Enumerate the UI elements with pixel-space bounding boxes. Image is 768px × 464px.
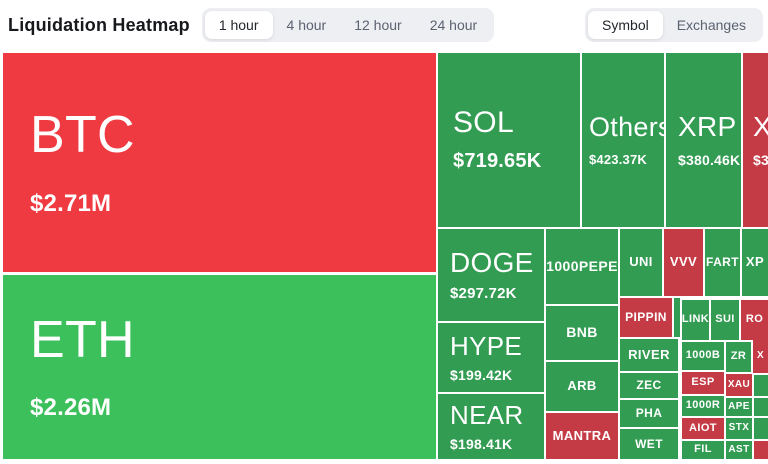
tile-river[interactable]: RIVER [620, 339, 678, 371]
tile-fragment[interactable] [754, 398, 768, 416]
tile-fragment[interactable] [754, 441, 768, 459]
tile-symbol: RIVER [628, 346, 670, 362]
tile-symbol: XAU [727, 378, 751, 390]
tile-symbol: AST [728, 443, 750, 455]
tile-symbol: RO [745, 313, 764, 326]
tile-symbol: BTC [30, 106, 135, 165]
tile-1000r[interactable]: 1000R [682, 396, 724, 416]
toggle-symbol[interactable]: Symbol [588, 11, 663, 39]
tile-symbol: HYPE [450, 330, 523, 361]
tile-value: $380.46K [678, 151, 741, 168]
tile-value: $2.71M [30, 189, 112, 217]
tile-zec[interactable]: ZEC [620, 373, 678, 398]
tile-value: $198.41K [450, 436, 513, 453]
tile-symbol: WET [635, 436, 663, 451]
tile-xp[interactable]: XP [742, 229, 768, 296]
tile-ro[interactable]: RO [741, 300, 768, 340]
toggle-exchanges[interactable]: Exchanges [663, 11, 760, 39]
tile-symbol: AIOT [689, 421, 717, 434]
tile-link[interactable]: LINK [682, 300, 709, 340]
tab-4-hour[interactable]: 4 hour [273, 11, 341, 39]
tile-vvv[interactable]: VVV [664, 229, 703, 296]
tile-symbol: FART [706, 255, 739, 270]
tile-bnb[interactable]: BNB [546, 306, 618, 360]
tile-others[interactable]: Others $423.37K [582, 53, 664, 227]
tile-xrp[interactable]: XRP $380.46K [666, 53, 741, 227]
tile-value: $423.37K [589, 151, 647, 167]
page-title: Liquidation Heatmap [8, 14, 190, 35]
tile-sui[interactable]: SUI [711, 300, 739, 340]
tile-value: $719.65K [453, 150, 542, 173]
tile-symbol: APE [728, 400, 750, 412]
tile-fragment[interactable] [754, 375, 768, 396]
tile-doge[interactable]: DOGE $297.72K [438, 229, 544, 321]
tile-pha[interactable]: PHA [620, 400, 678, 427]
tile-symbol: 1000PEPE [546, 257, 618, 274]
tile-esp[interactable]: ESP [682, 372, 724, 394]
tile-wet[interactable]: WET [620, 429, 678, 459]
tile-ape[interactable]: APE [726, 398, 752, 416]
tile-value: $297.72K [450, 285, 517, 303]
tile-eth[interactable]: ETH $2.26M [3, 275, 436, 459]
tile-1000pepe[interactable]: 1000PEPE [546, 229, 618, 304]
tile-aiot[interactable]: AIOT [682, 418, 724, 439]
tile-value: $2.26M [30, 394, 112, 422]
tile-symbol: 1000B [685, 349, 721, 362]
tile-near[interactable]: NEAR $198.41K [438, 394, 544, 459]
tile-symbol: VVV [669, 254, 698, 270]
tile-fil[interactable]: FIL [682, 441, 724, 459]
timeframe-tabs: 1 hour 4 hour 12 hour 24 hour [201, 8, 495, 42]
tile-symbol: LINK [682, 313, 709, 326]
tile-symbol: UNI [629, 254, 653, 270]
tile-arb[interactable]: ARB [546, 362, 618, 411]
tile-symbol: PHA [635, 406, 663, 421]
tile-value: $199.42K [450, 367, 513, 384]
tile-symbol: PIPPIN [625, 310, 667, 325]
tile-symbol: XRP [678, 111, 737, 143]
tile-symbol: ETH [30, 310, 135, 369]
tile-symbol: MANTRA [552, 427, 612, 443]
tile-sol[interactable]: SOL $719.65K [438, 53, 580, 227]
heatmap-header: Liquidation Heatmap 1 hour 4 hour 12 hou… [0, 0, 768, 50]
tile-symbol: NEAR [450, 399, 524, 430]
tile-x-clipped[interactable]: X $3 [743, 53, 768, 227]
tile-value: $3 [753, 151, 768, 168]
tile-symbol: FIL [694, 443, 712, 456]
tile-pippin[interactable]: PIPPIN [620, 298, 672, 337]
tile-hype[interactable]: HYPE $199.42K [438, 323, 544, 392]
tile-xau[interactable]: XAU [726, 374, 752, 396]
tile-symbol: ZR [730, 350, 747, 363]
tile-symbol: ESP [691, 376, 715, 389]
tab-24-hour[interactable]: 24 hour [416, 11, 491, 39]
tile-x-small[interactable]: X [753, 340, 768, 373]
tile-symbol: ZEC [636, 378, 662, 393]
tile-ast[interactable]: AST [726, 441, 752, 459]
tile-symbol: STX [728, 422, 750, 434]
tile-fragment[interactable] [674, 298, 680, 337]
tile-symbol: SUI [715, 313, 735, 326]
tile-mantra[interactable]: MANTRA [546, 413, 618, 459]
tile-zr[interactable]: ZR [726, 342, 751, 372]
tab-12-hour[interactable]: 12 hour [340, 11, 415, 39]
tile-btc[interactable]: BTC $2.71M [3, 53, 436, 272]
tile-symbol: DOGE [450, 246, 534, 278]
tile-uni[interactable]: UNI [620, 229, 662, 296]
tab-1-hour[interactable]: 1 hour [204, 11, 273, 39]
tile-symbol: X [753, 111, 768, 143]
view-toggle: Symbol Exchanges [585, 8, 763, 42]
tile-1000b[interactable]: 1000B [682, 342, 724, 370]
tile-stx[interactable]: STX [726, 418, 752, 439]
tile-fart[interactable]: FART [705, 229, 740, 296]
tile-symbol: ARB [567, 378, 597, 394]
tile-fragment[interactable] [754, 418, 768, 439]
tile-symbol: X [756, 350, 765, 362]
tile-symbol: SOL [453, 105, 514, 139]
tile-symbol: XP [745, 254, 765, 270]
tile-symbol: 1000R [685, 399, 721, 412]
tile-symbol: Others [589, 112, 664, 143]
tile-symbol: BNB [566, 324, 598, 341]
